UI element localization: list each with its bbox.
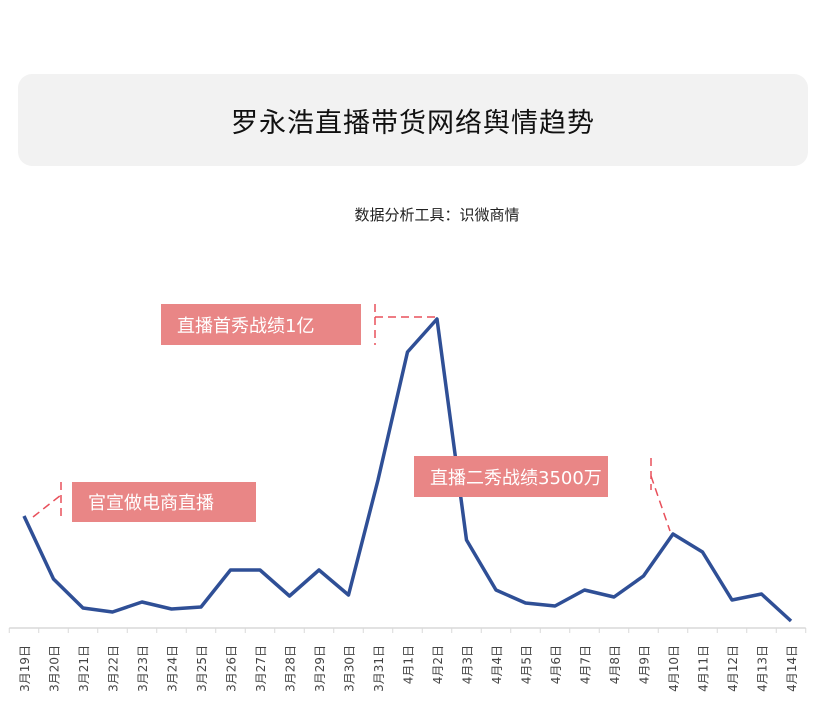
x-tick-label: 4月12日 [726, 645, 740, 692]
x-tick-label: 4月14日 [785, 645, 799, 692]
x-tick-label: 3月22日 [107, 645, 121, 692]
annotation-official-announcement: 官宣做电商直播 [72, 482, 256, 522]
x-tick-label: 4月7日 [579, 645, 593, 684]
x-tick-label: 3月27日 [254, 645, 268, 692]
x-tick-label: 3月30日 [343, 645, 357, 692]
x-tick-label: 3月24日 [166, 645, 180, 692]
annotation-leader [32, 494, 62, 518]
x-tick-label: 3月25日 [195, 645, 209, 692]
x-tick-label: 4月8日 [608, 645, 622, 684]
x-tick-label: 3月28日 [284, 645, 298, 692]
x-tick-label: 3月21日 [77, 645, 91, 692]
x-tick-label: 4月9日 [638, 645, 652, 684]
x-tick-label: 4月11日 [697, 645, 711, 692]
title-box: 罗永浩直播带货网络舆情趋势 [18, 74, 808, 166]
x-tick-label: 4月13日 [756, 645, 770, 692]
annotation-first-show: 直播首秀战绩1亿 [161, 304, 361, 345]
series-line [22, 317, 793, 623]
x-tick-label: 4月6日 [549, 645, 563, 684]
annotation-leader [650, 475, 671, 532]
x-tick-label: 4月1日 [402, 645, 416, 684]
chart-subtitle: 数据分析工具：识微商情 [354, 206, 520, 224]
x-tick-label: 3月19日 [18, 645, 32, 692]
x-tick-label: 4月2日 [431, 645, 445, 684]
x-tick-label: 4月3日 [461, 645, 475, 684]
x-tick-label: 4月5日 [520, 645, 534, 684]
x-tick-label: 3月31日 [372, 645, 386, 692]
x-tick-label: 4月4日 [490, 645, 504, 684]
chart-title: 罗永浩直播带货网络舆情趋势 [231, 107, 595, 139]
x-tick-label: 4月10日 [667, 645, 681, 692]
x-tick-label: 3月29日 [313, 645, 327, 692]
annotation-second-show: 直播二秀战绩3500万 [414, 456, 608, 497]
x-tick-label: 3月20日 [48, 645, 62, 692]
x-tick-label: 3月23日 [136, 645, 150, 692]
x-tick-label: 3月26日 [225, 645, 239, 692]
